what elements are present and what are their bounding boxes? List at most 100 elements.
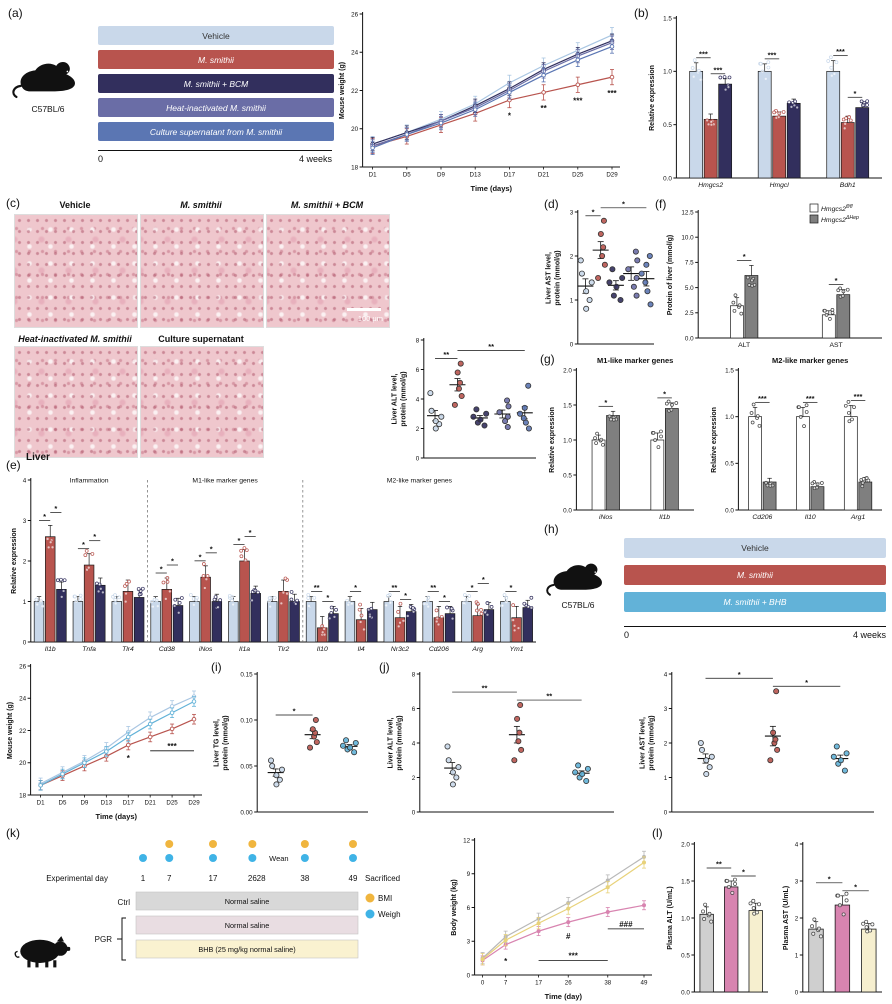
- svg-text:**: **: [430, 583, 436, 592]
- svg-text:38: 38: [604, 980, 611, 987]
- chart-mouse-weight-a: 18 20 22 24 26 Mouse weight (g) Time (days) D1 D…: [336, 4, 626, 194]
- svg-text:0.0: 0.0: [681, 989, 690, 996]
- svg-text:0: 0: [481, 980, 485, 987]
- svg-text:Cd206: Cd206: [429, 646, 449, 653]
- svg-text:0.5: 0.5: [681, 952, 690, 959]
- svg-text:0.5: 0.5: [663, 122, 672, 129]
- svg-text:Time (days): Time (days): [471, 184, 513, 193]
- svg-text:Time (days): Time (days): [96, 812, 138, 821]
- svg-text:1.5: 1.5: [681, 878, 690, 885]
- svg-text:28: 28: [257, 874, 266, 883]
- svg-text:3: 3: [570, 209, 574, 216]
- svg-text:0: 0: [795, 989, 799, 996]
- svg-text:0.0: 0.0: [663, 175, 672, 182]
- chart-mouse-weight-h: 18 20 22 24 26 Mouse weight (g) Time (days) D1 D…: [4, 656, 208, 822]
- svg-text:Mouse weight (g): Mouse weight (g): [339, 62, 346, 119]
- timeline-end: 4 weeks: [852, 630, 886, 640]
- svg-text:26: 26: [351, 11, 359, 18]
- svg-text:D21: D21: [144, 800, 156, 807]
- panel-label-j: (j): [379, 660, 390, 674]
- chart-liver-ast-j: 0 1 2 3 4 Liver AST level, protein (mmol/g) * *: [640, 664, 880, 820]
- svg-text:*: *: [835, 276, 838, 285]
- mouse-icon: [12, 61, 76, 99]
- panel-label-b: (b): [634, 6, 649, 20]
- svg-text:D13: D13: [101, 800, 113, 807]
- timeline-end: 4 weeks: [298, 154, 332, 164]
- svg-text:*: *: [805, 678, 808, 687]
- mouse-icon: [546, 563, 603, 596]
- svg-text:2: 2: [412, 775, 416, 782]
- svg-text:1: 1: [570, 297, 574, 304]
- svg-text:6: 6: [467, 905, 471, 912]
- svg-text:*: *: [249, 528, 252, 537]
- svg-text:6: 6: [416, 367, 420, 374]
- svg-text:7: 7: [167, 874, 172, 883]
- svg-text:Il1b: Il1b: [659, 514, 670, 521]
- svg-text:***: ***: [607, 89, 617, 98]
- svg-text:26: 26: [248, 874, 257, 883]
- svg-text:D9: D9: [437, 172, 445, 179]
- chart-svg: 18 20 22 24 26 Mouse weight (g) Time (days) D1 D…: [7, 663, 202, 821]
- experiment-design-h: C57BL/6 Vehicle M. smithii M. smithii + BH…: [546, 532, 888, 652]
- svg-text:Relative expression: Relative expression: [711, 407, 718, 473]
- pig-protocol: Wean Experimental day 1 7 17 26 28 38 49 Sacrific…: [8, 832, 446, 1002]
- svg-text:**: **: [716, 860, 722, 869]
- svg-text:Liver ALT level,protein (mmol/: Liver ALT level, protein (mmol/g): [392, 371, 408, 426]
- chart-svg: 0 1 2 3 Liver AST level, protein (mmol/g) * *: [546, 199, 655, 348]
- svg-text:Arg1: Arg1: [850, 514, 866, 521]
- svg-text:1.0: 1.0: [563, 437, 572, 444]
- svg-text:Ctrl: Ctrl: [118, 898, 131, 907]
- svg-text:3: 3: [23, 518, 27, 525]
- svg-text:*: *: [828, 874, 831, 883]
- svg-text:3: 3: [467, 939, 471, 946]
- chart-svg: 0 1 2 3 4 Relative expression Il1b Tnfa Tlr4 Cd38…: [11, 477, 536, 653]
- svg-text:#: #: [566, 932, 571, 941]
- svg-text:0: 0: [664, 809, 668, 816]
- svg-text:4: 4: [23, 477, 27, 484]
- panel-label-c: (c): [6, 196, 20, 210]
- chart-liver-alt-c: 0 2 4 6 8 Liver ALT level, protein (mmol/g) ** *…: [392, 330, 542, 466]
- svg-text:*: *: [127, 754, 131, 763]
- svg-text:*: *: [93, 532, 96, 541]
- svg-text:D13: D13: [470, 172, 482, 179]
- svg-text:1: 1: [664, 775, 668, 782]
- svg-text:5.0: 5.0: [685, 285, 694, 292]
- svg-text:12.5: 12.5: [681, 209, 694, 216]
- panel-label-k: (k): [6, 826, 20, 840]
- svg-text:*: *: [482, 575, 485, 584]
- svg-text:9: 9: [467, 871, 471, 878]
- svg-text:0.0: 0.0: [563, 507, 572, 514]
- svg-text:Arg: Arg: [471, 646, 483, 653]
- chart-svg: 0.00 0.05 0.10 0.15 Liver TG level, protein (…: [214, 671, 368, 816]
- svg-text:*: *: [663, 389, 666, 398]
- svg-text:Cd38: Cd38: [159, 646, 175, 653]
- scale-bar-label: 100 μm: [357, 314, 383, 323]
- svg-text:22: 22: [19, 728, 27, 735]
- svg-text:6: 6: [412, 706, 416, 713]
- chart-m1-markers-g: 0.0 0.5 1.0 1.5 2.0 Relative expression M1-lik…: [546, 354, 700, 524]
- svg-text:2: 2: [416, 426, 420, 433]
- svg-text:24: 24: [19, 696, 27, 703]
- histology-image-vehicle: [14, 214, 138, 328]
- svg-text:*: *: [510, 583, 513, 592]
- svg-text:1.0: 1.0: [681, 915, 690, 922]
- svg-text:**: **: [391, 583, 397, 592]
- svg-text:2: 2: [795, 915, 799, 922]
- svg-text:Sacrificed: Sacrificed: [365, 874, 400, 883]
- svg-text:Il1b: Il1b: [45, 646, 56, 653]
- svg-text:0: 0: [412, 809, 416, 816]
- svg-text:8: 8: [412, 671, 416, 678]
- svg-text:Bdh1: Bdh1: [840, 182, 856, 189]
- svg-text:Il10: Il10: [805, 514, 816, 521]
- svg-text:***: ***: [768, 50, 777, 59]
- chart-plasma-ast-l: 0 1 2 3 4 Plasma AST (U/mL) * *: [780, 834, 888, 1000]
- svg-text:***: ***: [573, 96, 583, 105]
- svg-text:D1: D1: [369, 172, 377, 179]
- svg-text:1.5: 1.5: [725, 367, 734, 374]
- svg-text:0: 0: [416, 455, 420, 462]
- svg-text:3: 3: [795, 878, 799, 885]
- svg-text:22: 22: [351, 88, 359, 95]
- svg-text:Time (day): Time (day): [545, 992, 583, 1001]
- svg-text:*: *: [743, 252, 746, 261]
